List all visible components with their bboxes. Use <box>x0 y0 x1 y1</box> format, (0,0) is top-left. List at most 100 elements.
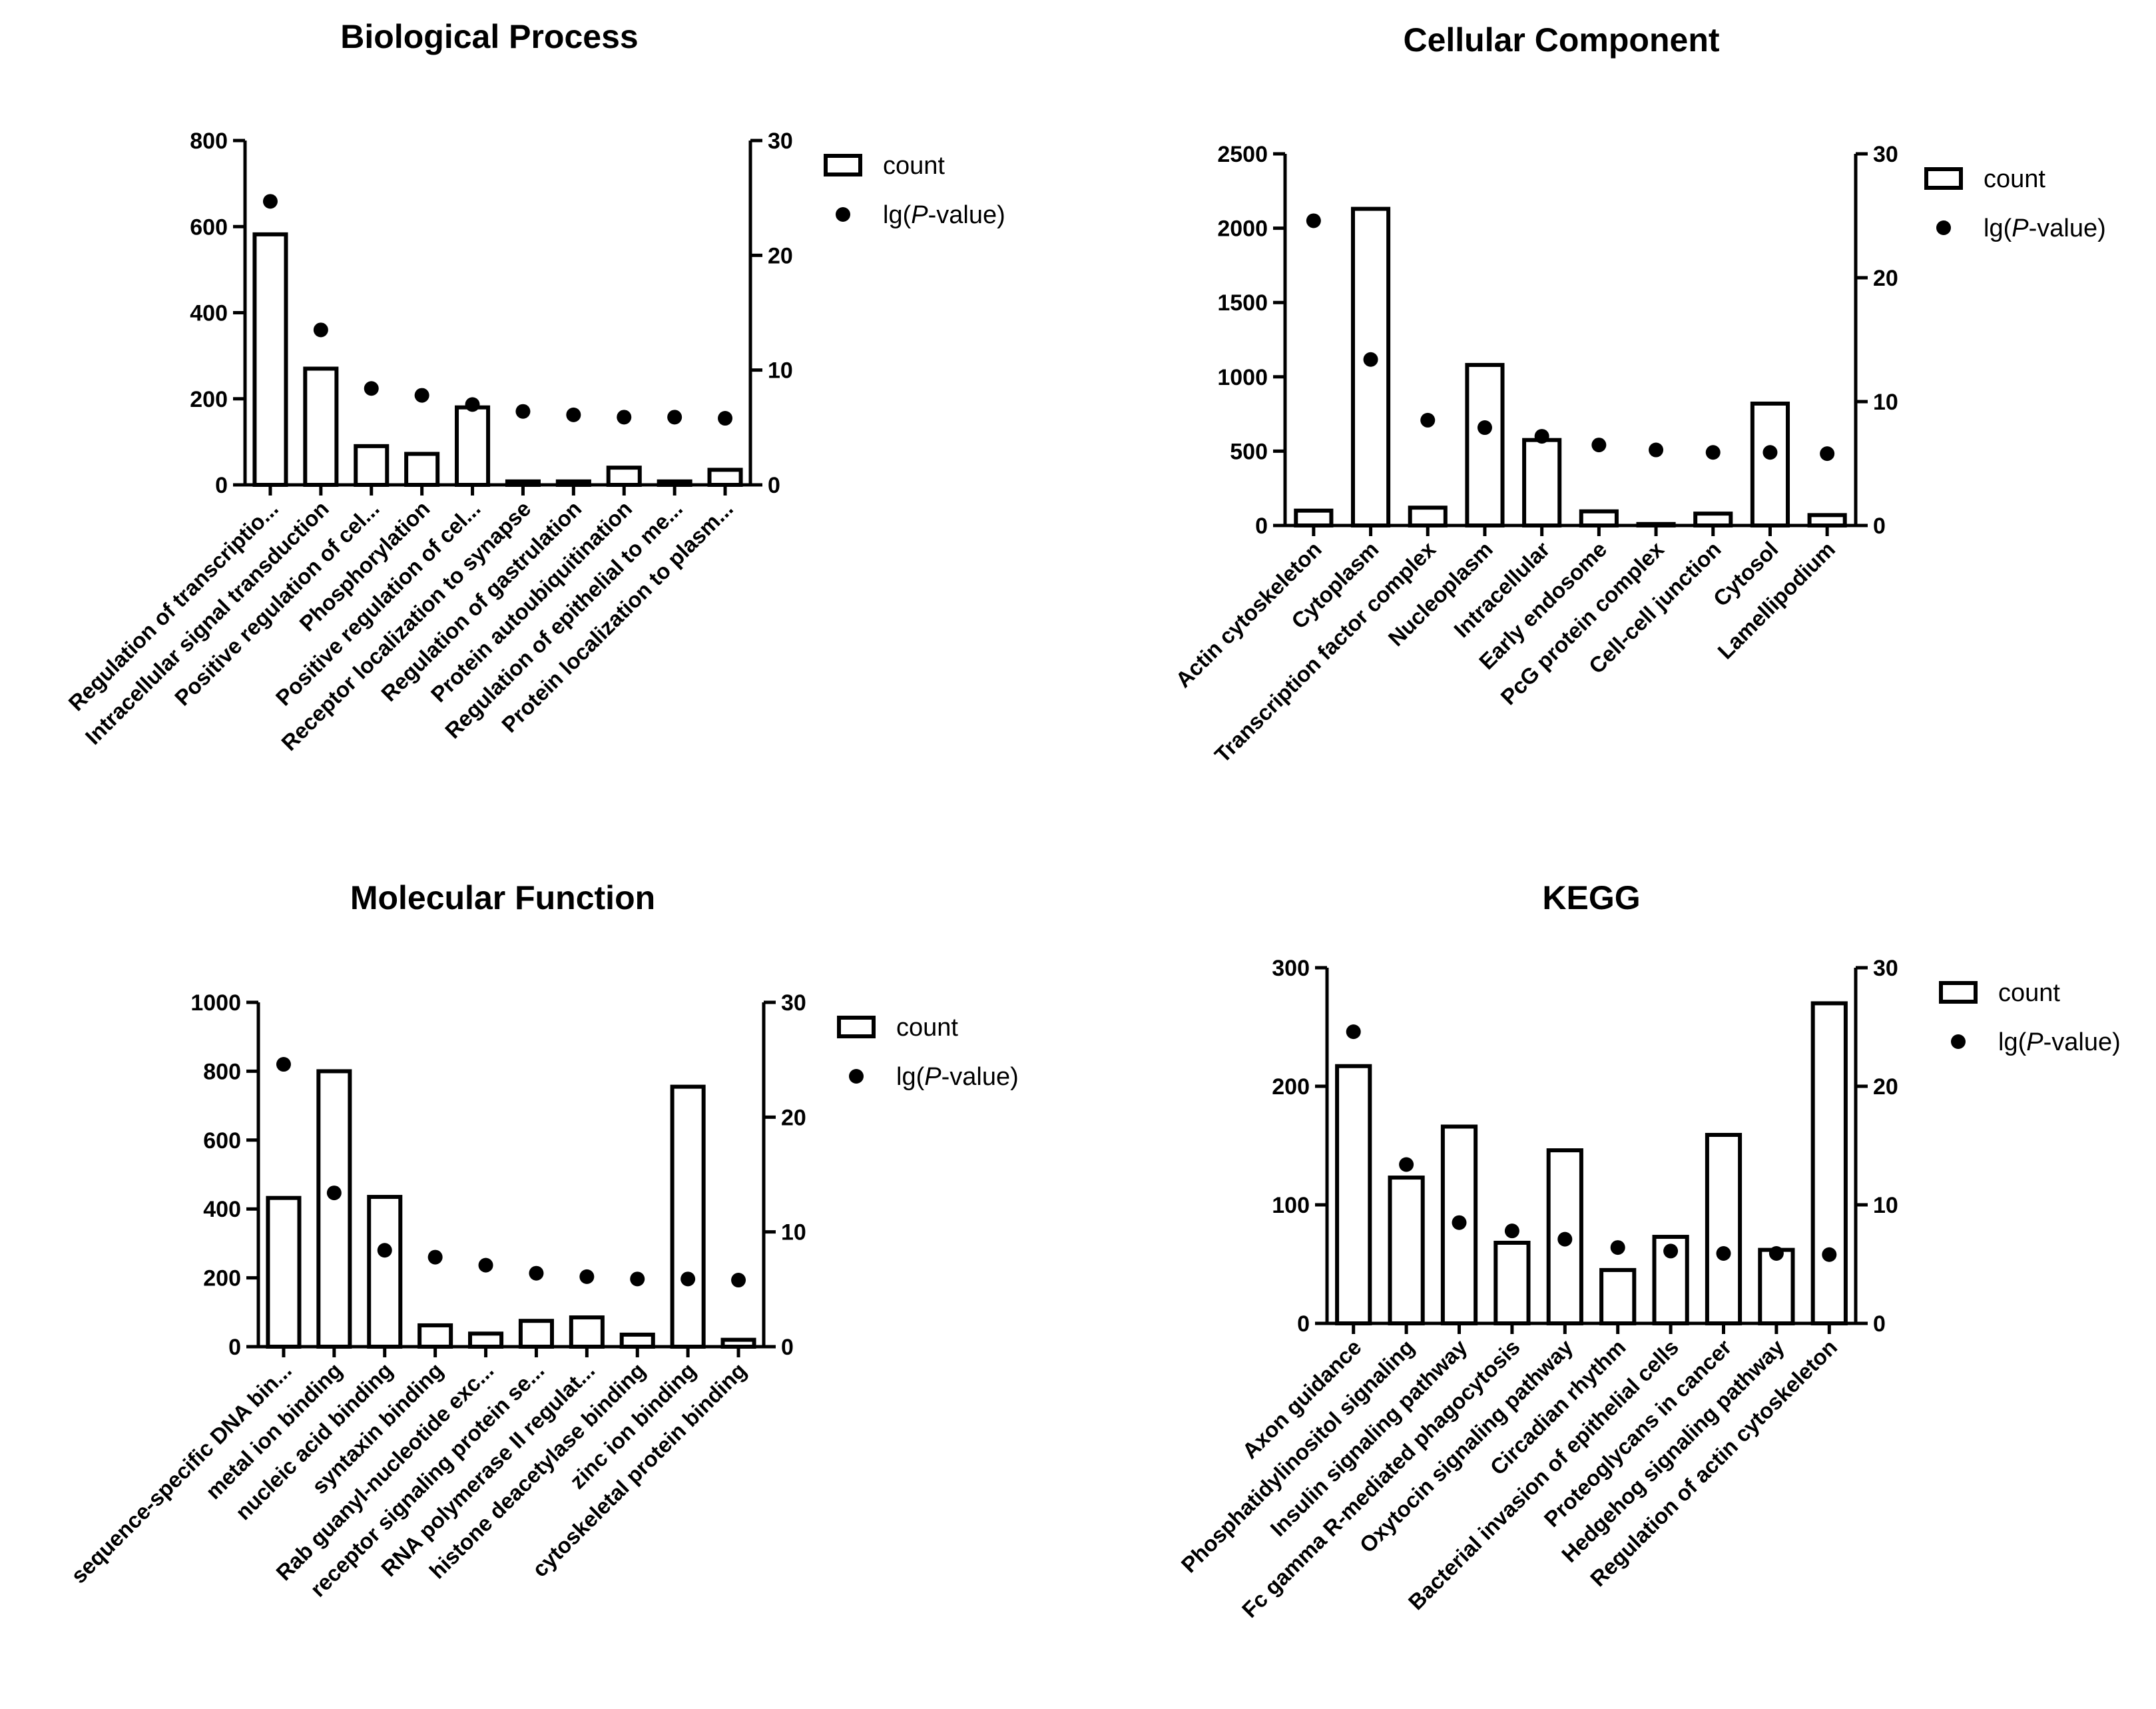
chart-molecular-function: Molecular Function 0 200 400 600 800 1000 0 10 20… <box>66 879 1018 1602</box>
count-bar <box>354 444 390 488</box>
legend-count-label: count <box>883 152 945 180</box>
legend-pvalue-swatch <box>1936 220 1951 235</box>
legend-count-label: count <box>896 1014 958 1042</box>
right-tick-label: 30 <box>1873 142 1898 167</box>
count-bar <box>417 1323 453 1349</box>
chart-title: Biological Process <box>340 18 638 55</box>
count-bar <box>1693 512 1733 527</box>
chart-title: Cellular Component <box>1403 21 1719 59</box>
left-tick-label: 0 <box>1255 513 1268 539</box>
count-bar <box>1579 509 1619 528</box>
legend: count lg(P-value) <box>824 152 1005 229</box>
count-bar <box>1335 1064 1372 1325</box>
left-tick-label: 200 <box>1272 1074 1310 1100</box>
pvalue-point <box>427 1249 443 1265</box>
right-tick-label: 10 <box>781 1220 806 1245</box>
pvalue-point <box>1768 1245 1784 1261</box>
left-tick-label: 1500 <box>1217 290 1268 316</box>
count-bar <box>455 405 491 487</box>
pvalue-point <box>1762 445 1778 460</box>
count-bar <box>619 1332 655 1349</box>
pvalue-point <box>414 388 429 403</box>
pvalue-point <box>630 1271 645 1287</box>
pvalue-point <box>515 404 531 419</box>
pvalue-point <box>465 397 480 412</box>
legend-pvalue-label: lg(P-value) <box>883 201 1005 229</box>
count-bar <box>1599 1267 1637 1326</box>
legend-pvalue-label: lg(P-value) <box>1998 1028 2121 1056</box>
count-bar <box>1388 1176 1425 1326</box>
chart-biological-process: Biological Process 0 200 400 600 800 0 10 20 30 Re… <box>63 18 1005 755</box>
pvalue-point <box>680 1271 696 1287</box>
count-bar <box>505 479 541 488</box>
pvalue-point <box>1705 445 1721 460</box>
left-tick-label: 2500 <box>1217 142 1268 167</box>
left-tick-label: 200 <box>203 1266 241 1291</box>
pvalue-point <box>1363 352 1378 367</box>
pvalue-point <box>313 322 328 338</box>
right-tick-label: 30 <box>781 990 806 1016</box>
count-bar <box>606 466 642 488</box>
pvalue-point <box>1820 446 1835 462</box>
count-bar <box>1807 513 1847 527</box>
right-tick-label: 20 <box>1873 1074 1898 1100</box>
pvalue-point <box>1420 412 1436 428</box>
count-bar <box>657 479 692 488</box>
left-tick-label: 600 <box>203 1128 241 1154</box>
count-bar <box>1465 362 1505 527</box>
pvalue-point <box>377 1243 392 1258</box>
pvalue-point <box>579 1269 595 1284</box>
legend: count lg(P-value) <box>1924 165 2106 242</box>
pvalue-point <box>326 1186 342 1201</box>
right-tick-label: 10 <box>1873 1193 1898 1218</box>
count-bar <box>404 452 440 487</box>
legend-pvalue-label: lg(P-value) <box>896 1063 1019 1091</box>
count-bar <box>555 479 591 488</box>
pvalue-point <box>566 407 581 422</box>
count-bar <box>1408 506 1448 528</box>
category-label: sequence-specific DNA bin... <box>66 1358 296 1588</box>
right-tick-label: 10 <box>1873 390 1898 415</box>
count-bar <box>316 1069 352 1349</box>
count-bar <box>367 1195 403 1349</box>
left-tick-label: 1000 <box>190 990 241 1016</box>
legend-count-swatch <box>837 1016 876 1038</box>
pvalue-point <box>529 1265 544 1281</box>
pvalue-point <box>667 410 682 425</box>
right-tick-label: 20 <box>768 243 793 268</box>
legend-pvalue-swatch <box>849 1069 864 1084</box>
count-bar <box>720 1337 756 1349</box>
category-label: Intracellular signal transduction <box>81 496 334 749</box>
count-bar <box>266 1196 302 1349</box>
count-bar <box>1758 1247 1795 1326</box>
legend-count-label: count <box>1998 979 2060 1007</box>
chart-title: KEGG <box>1542 879 1640 916</box>
left-tick-label: 800 <box>203 1059 241 1084</box>
legend-count-label: count <box>1984 165 2045 193</box>
right-tick-label: 0 <box>1873 513 1886 539</box>
left-tick-label: 1000 <box>1217 365 1268 390</box>
pvalue-point <box>1822 1247 1837 1262</box>
right-tick-label: 20 <box>781 1105 806 1130</box>
left-tick-label: 800 <box>190 129 228 154</box>
count-bar <box>670 1084 706 1349</box>
left-tick-label: 200 <box>190 387 228 412</box>
left-tick-label: 300 <box>1272 956 1310 981</box>
pvalue-point <box>478 1257 493 1273</box>
left-tick-label: 600 <box>190 214 228 240</box>
count-bar <box>569 1315 605 1349</box>
pvalue-point <box>1610 1240 1625 1255</box>
count-bar <box>1350 206 1391 527</box>
legend-count-swatch <box>1939 981 1978 1004</box>
pvalue-point <box>1477 420 1492 436</box>
count-bar <box>1522 438 1562 527</box>
legend: count lg(P-value) <box>1939 979 2121 1056</box>
left-tick-label: 2000 <box>1217 216 1268 242</box>
legend-count-swatch <box>1924 167 1963 190</box>
pvalue-point <box>1399 1157 1414 1172</box>
pvalue-point <box>1504 1223 1519 1239</box>
left-tick-label: 100 <box>1272 1193 1310 1218</box>
pvalue-point <box>276 1057 291 1072</box>
